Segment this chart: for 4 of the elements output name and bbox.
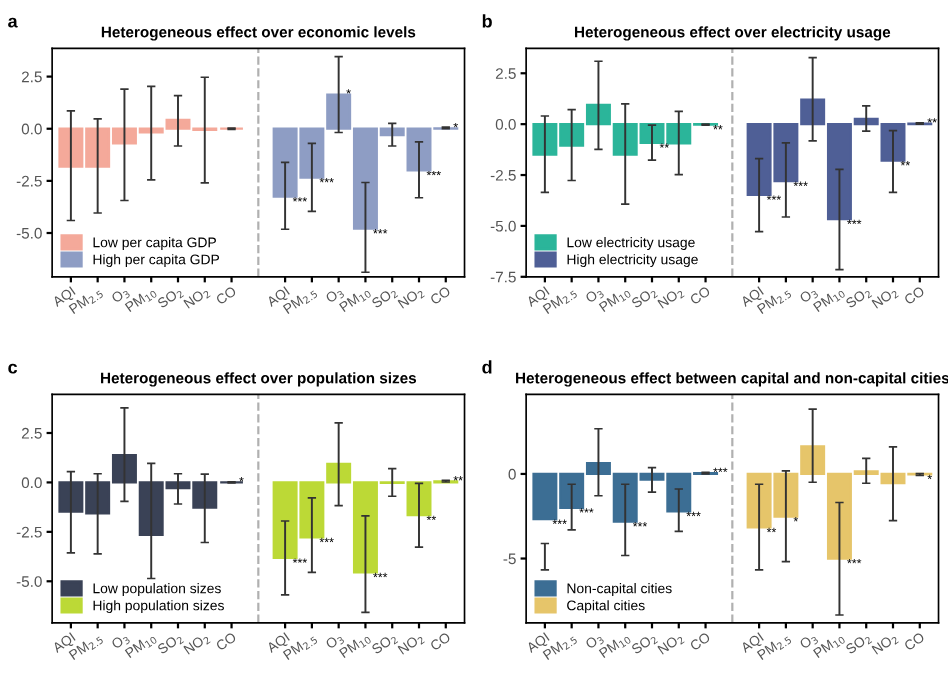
text: d (482, 360, 492, 374)
text: b (482, 14, 492, 28)
text: c (8, 363, 18, 374)
text: a (8, 17, 18, 28)
